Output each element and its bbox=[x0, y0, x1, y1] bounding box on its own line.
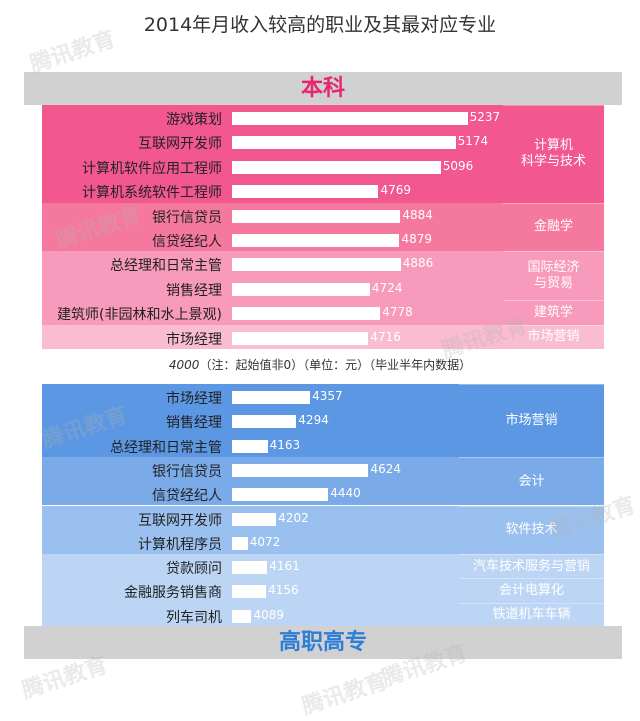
value-label: 4778 bbox=[382, 305, 413, 320]
major-group-label: 计算机 科学与技术 bbox=[503, 105, 604, 203]
category-label: 计算机系统软件工程师 bbox=[82, 185, 222, 202]
major-group-label: 铁道机车车辆 bbox=[459, 602, 604, 627]
bar bbox=[232, 112, 468, 125]
value-label: 4163 bbox=[269, 437, 301, 452]
category-label: 建筑师(非园林和水上景观) bbox=[57, 307, 222, 324]
value-label: 4072 bbox=[249, 534, 281, 549]
value-label: 5174 bbox=[457, 134, 489, 149]
bar bbox=[232, 209, 401, 223]
bar bbox=[232, 609, 252, 623]
value-label: 4884 bbox=[402, 207, 433, 222]
row-background bbox=[42, 529, 459, 555]
axis-note-text: （注：起始值非0）（单位：元）（毕业半年内数据） bbox=[199, 358, 472, 372]
bar bbox=[232, 234, 400, 247]
major-group-label: 会计 bbox=[459, 456, 604, 506]
bar bbox=[232, 585, 267, 599]
value-label: 4156 bbox=[268, 583, 299, 598]
chart-title: 2014年月收入较高的职业及其最对应专业 bbox=[143, 14, 497, 36]
value-label: 4769 bbox=[380, 183, 412, 198]
category-label: 游戏策划 bbox=[166, 112, 222, 128]
value-label: 4440 bbox=[330, 486, 361, 501]
bar bbox=[232, 415, 297, 429]
value-label: 4294 bbox=[298, 413, 329, 428]
watermark-logo: 腾讯教育 bbox=[299, 668, 391, 720]
bar bbox=[232, 463, 369, 477]
value-label: 4089 bbox=[253, 607, 284, 622]
panel-header-undergraduate: 本科 bbox=[24, 72, 622, 105]
bar bbox=[232, 160, 441, 174]
category-label: 信贷经纪人 bbox=[152, 488, 222, 505]
value-label: 4716 bbox=[370, 329, 401, 344]
category-label: 银行信贷员 bbox=[152, 209, 222, 226]
major-group-label: 汽车技术服务与营销 bbox=[459, 554, 604, 579]
category-label: 互联网开发师 bbox=[138, 136, 222, 153]
major-group-label: 金融学 bbox=[503, 202, 604, 252]
value-label: 4161 bbox=[269, 559, 300, 574]
category-label: 信贷经纪人 bbox=[152, 234, 222, 250]
bar bbox=[232, 331, 369, 345]
bar bbox=[232, 488, 329, 502]
bar bbox=[232, 307, 381, 321]
bar bbox=[232, 282, 370, 296]
panel-header-vocational: 高职高专 bbox=[24, 626, 622, 659]
category-label: 银行信贷员 bbox=[152, 463, 222, 480]
category-label: 贷款顾问 bbox=[166, 561, 222, 578]
category-label: 市场经理 bbox=[166, 331, 222, 348]
bar bbox=[232, 391, 311, 404]
value-label: 4879 bbox=[401, 232, 432, 246]
category-label: 市场经理 bbox=[166, 391, 222, 407]
axis-note: 4000（注：起始值非0）（单位：元）（毕业半年内数据） bbox=[0, 356, 640, 373]
major-group-label: 国际经济 与贸易 bbox=[503, 251, 604, 301]
category-label: 销售经理 bbox=[166, 415, 222, 432]
value-label: 5096 bbox=[442, 158, 474, 173]
category-label: 金融服务销售商 bbox=[124, 585, 222, 602]
value-label: 4724 bbox=[371, 280, 403, 295]
category-label: 总经理和日常主管 bbox=[110, 258, 222, 275]
category-label: 互联网开发师 bbox=[138, 512, 222, 529]
major-group-label: 软件技术 bbox=[459, 505, 604, 555]
value-label: 4202 bbox=[278, 510, 309, 525]
category-label: 销售经理 bbox=[166, 282, 222, 299]
bar bbox=[232, 512, 277, 526]
value-label: 5237 bbox=[469, 110, 501, 124]
value-label: 4886 bbox=[402, 256, 434, 271]
major-group-label: 市场营销 bbox=[503, 324, 604, 349]
bar bbox=[232, 136, 456, 150]
major-group-label: 建筑学 bbox=[503, 300, 604, 325]
category-label: 计算机软件应用工程师 bbox=[82, 160, 222, 177]
bar bbox=[232, 185, 379, 199]
axis-baseline: 4000 bbox=[168, 358, 200, 372]
value-label: 4357 bbox=[312, 389, 343, 403]
bar bbox=[232, 561, 268, 575]
value-label: 4624 bbox=[370, 461, 402, 476]
bar bbox=[232, 258, 401, 272]
category-label: 计算机程序员 bbox=[138, 536, 222, 553]
category-label: 总经理和日常主管 bbox=[110, 439, 222, 456]
category-label: 列车司机 bbox=[166, 609, 222, 626]
bar bbox=[232, 536, 248, 550]
major-group-label: 会计电算化 bbox=[459, 578, 604, 603]
bar bbox=[232, 439, 268, 453]
major-group-label: 市场营销 bbox=[459, 384, 604, 457]
